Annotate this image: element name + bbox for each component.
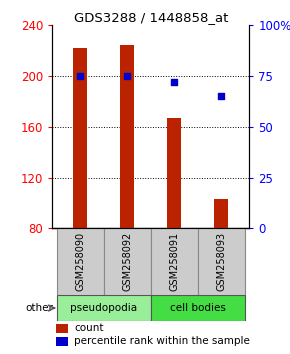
Bar bbox=[56, 337, 68, 346]
Bar bbox=[198, 228, 245, 295]
Point bbox=[125, 73, 130, 79]
Bar bbox=[56, 324, 68, 333]
Bar bbox=[214, 199, 228, 228]
Text: GSM258091: GSM258091 bbox=[169, 232, 179, 291]
Text: GSM258093: GSM258093 bbox=[216, 232, 226, 291]
Text: cell bodies: cell bodies bbox=[170, 303, 226, 313]
Bar bbox=[167, 118, 181, 228]
Point bbox=[219, 93, 224, 99]
Text: pseudopodia: pseudopodia bbox=[70, 303, 137, 313]
Text: count: count bbox=[74, 323, 104, 333]
Bar bbox=[151, 295, 245, 321]
Point bbox=[172, 79, 177, 85]
Bar bbox=[57, 228, 104, 295]
Title: GDS3288 / 1448858_at: GDS3288 / 1448858_at bbox=[74, 11, 228, 24]
Bar bbox=[57, 295, 151, 321]
Point bbox=[78, 73, 83, 79]
Bar bbox=[120, 45, 134, 228]
Text: other: other bbox=[25, 303, 53, 313]
Bar bbox=[73, 48, 87, 228]
Bar bbox=[104, 228, 151, 295]
Text: GSM258092: GSM258092 bbox=[122, 232, 132, 291]
Text: GSM258090: GSM258090 bbox=[75, 232, 85, 291]
Bar bbox=[151, 228, 198, 295]
Text: percentile rank within the sample: percentile rank within the sample bbox=[74, 336, 250, 346]
